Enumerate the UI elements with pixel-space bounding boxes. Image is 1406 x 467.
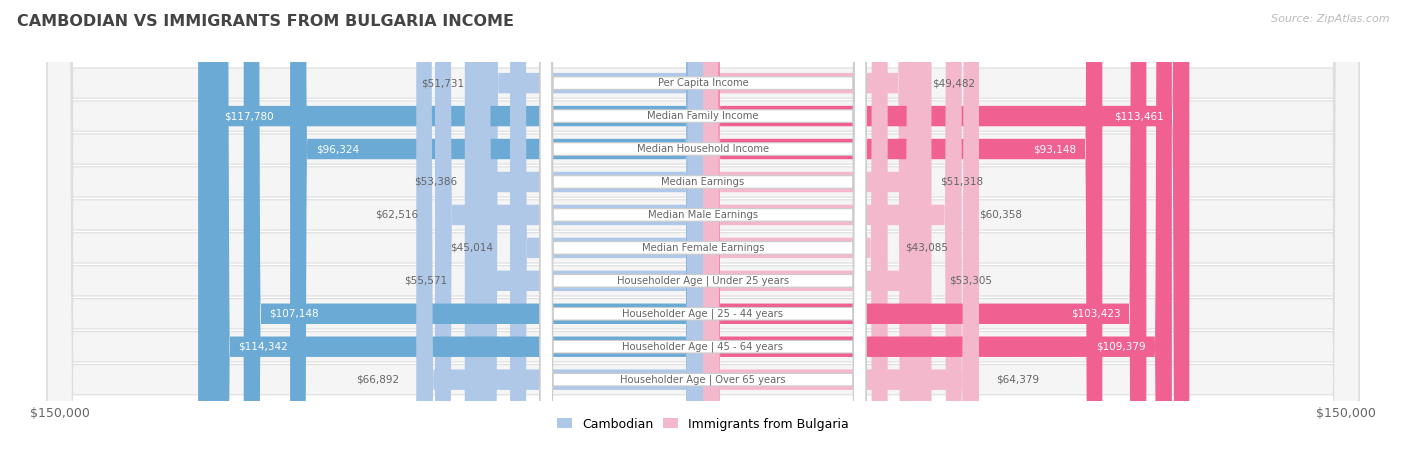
FancyBboxPatch shape <box>703 0 932 467</box>
Text: Householder Age | 25 - 44 years: Householder Age | 25 - 44 years <box>623 309 783 319</box>
Text: Householder Age | Over 65 years: Householder Age | Over 65 years <box>620 375 786 385</box>
FancyBboxPatch shape <box>703 0 979 467</box>
FancyBboxPatch shape <box>703 0 887 467</box>
FancyBboxPatch shape <box>243 0 703 467</box>
FancyBboxPatch shape <box>703 0 922 467</box>
FancyBboxPatch shape <box>48 0 1358 467</box>
Text: $114,342: $114,342 <box>239 342 288 352</box>
Text: Median Earnings: Median Earnings <box>661 177 745 187</box>
FancyBboxPatch shape <box>290 0 703 467</box>
Text: $113,461: $113,461 <box>1114 111 1164 121</box>
FancyBboxPatch shape <box>48 0 1358 467</box>
Text: Householder Age | Under 25 years: Householder Age | Under 25 years <box>617 276 789 286</box>
Text: $49,482: $49,482 <box>932 78 976 88</box>
FancyBboxPatch shape <box>540 0 866 467</box>
Text: $64,379: $64,379 <box>995 375 1039 385</box>
Text: Householder Age | 45 - 64 years: Householder Age | 45 - 64 years <box>623 341 783 352</box>
Legend: Cambodian, Immigrants from Bulgaria: Cambodian, Immigrants from Bulgaria <box>553 412 853 436</box>
FancyBboxPatch shape <box>48 0 1358 467</box>
FancyBboxPatch shape <box>703 0 1189 467</box>
Text: $109,379: $109,379 <box>1097 342 1146 352</box>
Text: Source: ZipAtlas.com: Source: ZipAtlas.com <box>1271 14 1389 24</box>
FancyBboxPatch shape <box>540 0 866 467</box>
Text: $107,148: $107,148 <box>270 309 319 319</box>
FancyBboxPatch shape <box>48 0 1358 467</box>
Text: $66,892: $66,892 <box>356 375 399 385</box>
Text: $117,780: $117,780 <box>224 111 274 121</box>
Text: $62,516: $62,516 <box>375 210 418 220</box>
FancyBboxPatch shape <box>474 0 703 467</box>
Text: CAMBODIAN VS IMMIGRANTS FROM BULGARIA INCOME: CAMBODIAN VS IMMIGRANTS FROM BULGARIA IN… <box>17 14 513 29</box>
FancyBboxPatch shape <box>48 0 1358 467</box>
FancyBboxPatch shape <box>481 0 703 467</box>
Text: Per Capita Income: Per Capita Income <box>658 78 748 88</box>
Text: $51,318: $51,318 <box>941 177 983 187</box>
FancyBboxPatch shape <box>703 0 1146 467</box>
FancyBboxPatch shape <box>465 0 703 467</box>
FancyBboxPatch shape <box>540 0 866 467</box>
FancyBboxPatch shape <box>703 0 1171 467</box>
FancyBboxPatch shape <box>48 0 1358 467</box>
Text: $60,358: $60,358 <box>979 210 1022 220</box>
Text: $96,324: $96,324 <box>316 144 359 154</box>
Text: $53,305: $53,305 <box>949 276 991 286</box>
Text: $51,731: $51,731 <box>420 78 464 88</box>
FancyBboxPatch shape <box>540 0 866 467</box>
Text: $43,085: $43,085 <box>905 243 948 253</box>
FancyBboxPatch shape <box>540 0 866 467</box>
FancyBboxPatch shape <box>434 0 703 467</box>
Text: $103,423: $103,423 <box>1071 309 1121 319</box>
FancyBboxPatch shape <box>48 0 1358 467</box>
FancyBboxPatch shape <box>703 0 915 467</box>
FancyBboxPatch shape <box>540 0 866 467</box>
FancyBboxPatch shape <box>540 0 866 467</box>
FancyBboxPatch shape <box>48 0 1358 467</box>
Text: Median Family Income: Median Family Income <box>647 111 759 121</box>
FancyBboxPatch shape <box>510 0 703 467</box>
FancyBboxPatch shape <box>212 0 703 467</box>
FancyBboxPatch shape <box>703 0 1102 467</box>
FancyBboxPatch shape <box>416 0 703 467</box>
Text: $55,571: $55,571 <box>405 276 447 286</box>
FancyBboxPatch shape <box>48 0 1358 467</box>
Text: Median Male Earnings: Median Male Earnings <box>648 210 758 220</box>
FancyBboxPatch shape <box>540 0 866 467</box>
Text: Median Household Income: Median Household Income <box>637 144 769 154</box>
FancyBboxPatch shape <box>540 0 866 467</box>
Text: $53,386: $53,386 <box>413 177 457 187</box>
FancyBboxPatch shape <box>48 0 1358 467</box>
FancyBboxPatch shape <box>540 0 866 467</box>
Text: $45,014: $45,014 <box>450 243 494 253</box>
FancyBboxPatch shape <box>703 0 962 467</box>
Text: Median Female Earnings: Median Female Earnings <box>641 243 765 253</box>
FancyBboxPatch shape <box>198 0 703 467</box>
Text: $93,148: $93,148 <box>1033 144 1077 154</box>
